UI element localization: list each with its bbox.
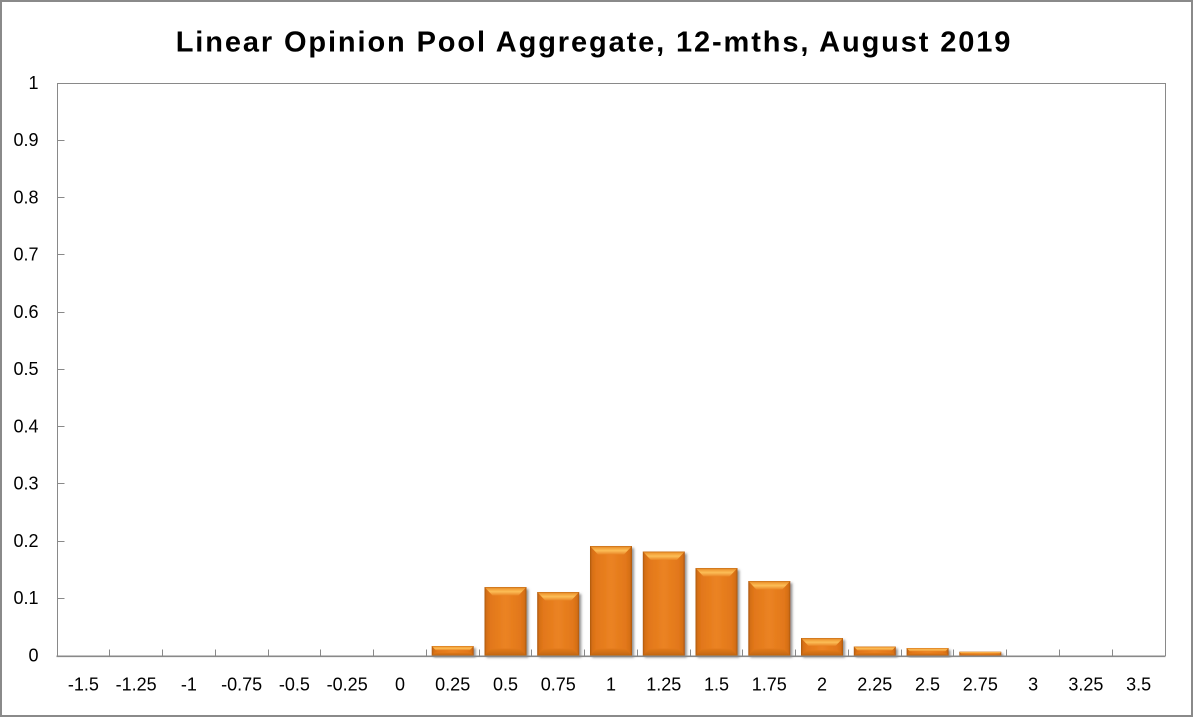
- svg-text:0.2: 0.2: [13, 531, 38, 551]
- svg-text:-0.5: -0.5: [279, 675, 310, 695]
- svg-text:0.9: 0.9: [13, 130, 38, 150]
- svg-text:0.6: 0.6: [13, 302, 38, 322]
- svg-text:-1.25: -1.25: [116, 675, 157, 695]
- svg-text:0.3: 0.3: [13, 474, 38, 494]
- svg-text:1: 1: [28, 73, 38, 93]
- svg-text:0: 0: [28, 645, 38, 665]
- svg-text:-1.5: -1.5: [68, 675, 99, 695]
- svg-text:2.25: 2.25: [857, 675, 892, 695]
- svg-text:-1: -1: [181, 675, 197, 695]
- svg-text:2.75: 2.75: [963, 675, 998, 695]
- svg-text:0.5: 0.5: [13, 359, 38, 379]
- svg-text:0.4: 0.4: [13, 416, 38, 436]
- svg-text:1.25: 1.25: [646, 675, 681, 695]
- svg-text:3: 3: [1028, 675, 1038, 695]
- svg-text:1.5: 1.5: [704, 675, 729, 695]
- svg-text:0.25: 0.25: [435, 675, 470, 695]
- svg-text:0.8: 0.8: [13, 187, 38, 207]
- svg-text:-0.25: -0.25: [327, 675, 368, 695]
- svg-text:0.75: 0.75: [541, 675, 576, 695]
- svg-text:2.5: 2.5: [915, 675, 940, 695]
- svg-text:0.7: 0.7: [13, 245, 38, 265]
- svg-text:0.5: 0.5: [493, 675, 518, 695]
- svg-text:3.5: 3.5: [1126, 675, 1151, 695]
- svg-text:-0.75: -0.75: [221, 675, 262, 695]
- svg-text:2: 2: [817, 675, 827, 695]
- svg-text:3.25: 3.25: [1068, 675, 1103, 695]
- svg-text:0: 0: [395, 675, 405, 695]
- svg-text:Linear Opinion Pool Aggregate,: Linear Opinion Pool Aggregate, 12-mths, …: [176, 27, 1013, 59]
- svg-text:1.75: 1.75: [752, 675, 787, 695]
- svg-text:0.1: 0.1: [13, 588, 38, 608]
- svg-text:1: 1: [606, 675, 616, 695]
